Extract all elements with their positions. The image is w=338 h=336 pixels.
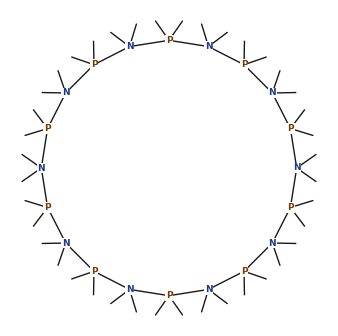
Text: P: P [287,124,294,133]
Text: P: P [44,124,51,133]
Text: N: N [126,42,134,51]
Text: P: P [166,291,172,300]
Text: N: N [204,42,212,51]
Text: P: P [241,60,247,69]
Text: N: N [62,239,70,248]
Text: P: P [91,267,97,276]
Text: P: P [91,60,97,69]
Text: N: N [62,88,70,97]
Text: N: N [293,164,300,172]
Text: N: N [126,285,134,294]
Text: P: P [287,203,294,212]
Text: N: N [268,239,276,248]
Text: N: N [268,88,276,97]
Text: P: P [166,36,172,45]
Text: P: P [241,267,247,276]
Text: N: N [38,164,45,172]
Text: N: N [204,285,212,294]
Text: P: P [44,203,51,212]
